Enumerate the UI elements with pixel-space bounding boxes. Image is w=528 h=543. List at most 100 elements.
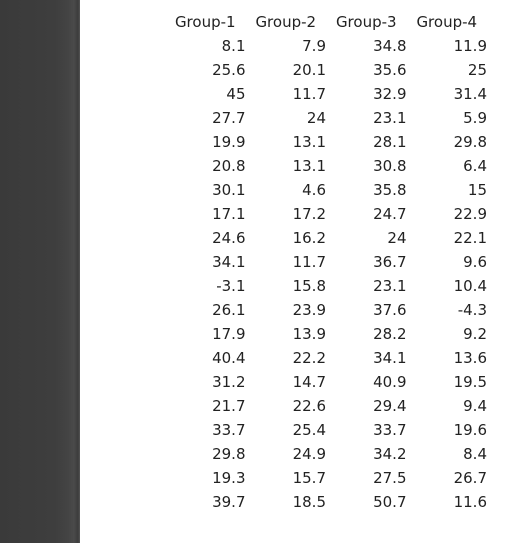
table-cell: 25.4 (292, 421, 326, 439)
table-cell: 19.9 (212, 133, 246, 151)
data-table: Group-1 Group-2 Group-3 Group-4 8.1 7.9 34… (165, 10, 487, 514)
table-cell: 33.7 (373, 421, 407, 439)
table-row: 24.6 16.2 24 22.1 (165, 226, 487, 250)
table-cell: 13.1 (292, 133, 326, 151)
table-cell: -4.3 (457, 301, 487, 319)
table-cell: 22.9 (453, 205, 487, 223)
table-cell: 8.1 (221, 37, 246, 55)
table-row: 26.1 23.9 37.6 -4.3 (165, 298, 487, 322)
table-cell: 34.8 (373, 37, 407, 55)
table-cell: 6.4 (463, 157, 487, 175)
table-cell: 11.7 (292, 253, 326, 271)
table-cell: 35.8 (373, 181, 407, 199)
table-body: 8.1 7.9 34.8 11.9 25.6 20.1 35.6 25 45 11.7 32.9 31… (165, 34, 487, 514)
table-cell: 26.7 (453, 469, 487, 487)
table-cell: 9.2 (463, 325, 487, 343)
header-row: Group-1 Group-2 Group-3 Group-4 (165, 10, 487, 34)
table-row: 27.7 24 23.1 5.9 (165, 106, 487, 130)
column-header-group-4: Group-4 (416, 13, 478, 31)
table-cell: 50.7 (373, 493, 407, 511)
table-cell: 25 (467, 61, 487, 79)
table-cell: 13.9 (292, 325, 326, 343)
table-row: 17.9 13.9 28.2 9.2 (165, 322, 487, 346)
table-cell: -3.1 (216, 277, 246, 295)
table-cell: 37.6 (373, 301, 407, 319)
table-cell: 21.7 (212, 397, 246, 415)
table-cell: 7.9 (302, 37, 326, 55)
table-cell: 20.8 (212, 157, 246, 175)
column-header-group-2: Group-2 (255, 13, 317, 31)
table-cell: 11.7 (292, 85, 326, 103)
table-cell: 10.4 (453, 277, 487, 295)
table-cell: 29.8 (453, 133, 487, 151)
data-sheet: Group-1 Group-2 Group-3 Group-4 8.1 7.9 34… (81, 0, 528, 543)
table-cell: 40.9 (373, 373, 407, 391)
table-cell: 36.7 (373, 253, 407, 271)
table-cell: 27.7 (212, 109, 246, 127)
table-cell: 31.2 (212, 373, 246, 391)
table-cell: 11.9 (453, 37, 487, 55)
table-cell: 22.6 (292, 397, 326, 415)
table-cell: 32.9 (373, 85, 407, 103)
table-cell: 4.6 (302, 181, 326, 199)
table-cell: 8.4 (463, 445, 487, 463)
table-cell: 22.2 (292, 349, 326, 367)
table-cell: 34.1 (212, 253, 246, 271)
table-cell: 16.2 (292, 229, 326, 247)
table-cell: 29.8 (212, 445, 246, 463)
table-cell: 24 (387, 229, 407, 247)
table-cell: 20.1 (292, 61, 326, 79)
table-row: 34.1 11.7 36.7 9.6 (165, 250, 487, 274)
table-cell: 24.6 (212, 229, 246, 247)
table-cell: 26.1 (212, 301, 246, 319)
table-cell: 22.1 (453, 229, 487, 247)
table-cell: 25.6 (212, 61, 246, 79)
table-row: 45 11.7 32.9 31.4 (165, 82, 487, 106)
table-cell: 24.9 (292, 445, 326, 463)
table-cell: 5.9 (463, 109, 487, 127)
table-cell: 35.6 (373, 61, 407, 79)
table-cell: 17.1 (212, 205, 246, 223)
table-cell: 31.4 (453, 85, 487, 103)
table-cell: 15 (467, 181, 487, 199)
table-cell: 28.1 (373, 133, 407, 151)
table-cell: 13.1 (292, 157, 326, 175)
table-cell: 23.1 (373, 277, 407, 295)
table-cell: 13.6 (453, 349, 487, 367)
table-cell: 17.9 (212, 325, 246, 343)
table-cell: 18.5 (292, 493, 326, 511)
table-row: 30.1 4.6 35.8 15 (165, 178, 487, 202)
table-cell: 39.7 (212, 493, 246, 511)
table-row: -3.1 15.8 23.1 10.4 (165, 274, 487, 298)
table-row: 20.8 13.1 30.8 6.4 (165, 154, 487, 178)
table-row: 33.7 25.4 33.7 19.6 (165, 418, 487, 442)
table-cell: 40.4 (212, 349, 246, 367)
table-cell: 14.7 (292, 373, 326, 391)
column-header-group-1: Group-1 (174, 13, 236, 31)
table-cell: 9.4 (463, 397, 487, 415)
table-cell: 19.6 (453, 421, 487, 439)
table-cell: 11.6 (453, 493, 487, 511)
table-cell: 17.2 (292, 205, 326, 223)
table-cell: 30.1 (212, 181, 246, 199)
table-cell: 34.2 (373, 445, 407, 463)
table-cell: 28.2 (373, 325, 407, 343)
table-row: 17.1 17.2 24.7 22.9 (165, 202, 487, 226)
table-cell: 24 (306, 109, 326, 127)
table-cell: 45 (226, 85, 246, 103)
table-cell: 19.5 (453, 373, 487, 391)
table-row: 31.2 14.7 40.9 19.5 (165, 370, 487, 394)
table-row: 40.4 22.2 34.1 13.6 (165, 346, 487, 370)
table-cell: 24.7 (373, 205, 407, 223)
table-cell: 9.6 (463, 253, 487, 271)
table-row: 21.7 22.6 29.4 9.4 (165, 394, 487, 418)
table-cell: 33.7 (212, 421, 246, 439)
table-cell: 23.9 (292, 301, 326, 319)
table-row: 25.6 20.1 35.6 25 (165, 58, 487, 82)
table-cell: 15.8 (292, 277, 326, 295)
table-row: 8.1 7.9 34.8 11.9 (165, 34, 487, 58)
table-cell: 34.1 (373, 349, 407, 367)
table-cell: 27.5 (373, 469, 407, 487)
dark-side-panel (0, 0, 80, 543)
table-cell: 30.8 (373, 157, 407, 175)
